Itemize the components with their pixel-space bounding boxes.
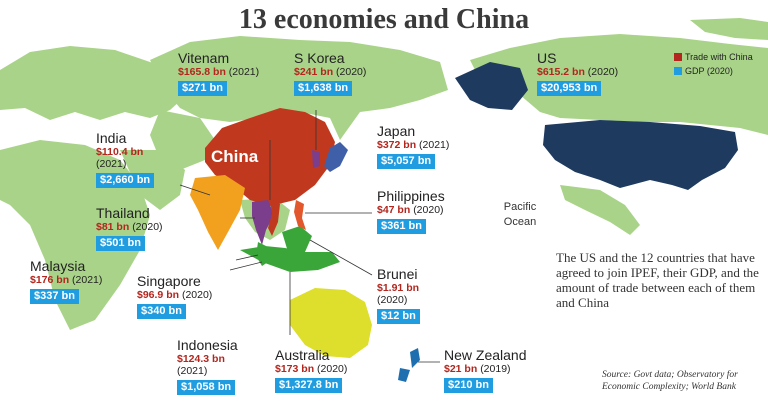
legend-gdp: GDP (2020) xyxy=(674,65,753,79)
alaska-shape xyxy=(455,62,528,110)
brunei-leader xyxy=(309,239,373,276)
country-name: India xyxy=(96,130,127,146)
country-label-brunei: Brunei $1.91 bn (2020) $12 bn xyxy=(377,266,437,325)
gdp-badge: $12 bn xyxy=(377,309,420,324)
europe-landmass xyxy=(0,46,190,120)
us-shape xyxy=(543,120,738,190)
gdp-badge: $501 bn xyxy=(96,236,145,251)
country-name: Brunei xyxy=(377,266,418,282)
alaska-canada-landmass xyxy=(470,34,768,135)
country-label-australia: Australia $173 bn (2020) $1,327.8 bn xyxy=(275,347,347,394)
india-shape xyxy=(190,175,245,250)
country-name: Australia xyxy=(275,347,330,363)
gdp-badge: $210 bn xyxy=(444,378,493,393)
thailand-shape xyxy=(252,200,274,245)
gdp-badge: $271 bn xyxy=(178,81,227,96)
gdp-badge: $1,327.8 bn xyxy=(275,378,343,393)
central-asia-landmass xyxy=(150,110,215,170)
leader-lines xyxy=(179,110,440,363)
gdp-badge: $361 bn xyxy=(377,219,426,234)
legend-gdp-label: GDP (2020) xyxy=(685,65,733,76)
trade-value: $21 bn (2019) xyxy=(444,363,511,376)
trade-value: $615.2 bn (2020) xyxy=(537,66,619,79)
philippines-shape xyxy=(294,200,306,230)
trade-value: $1.91 bn (2020) xyxy=(377,282,420,307)
mexico-landmass xyxy=(560,185,640,235)
description-text: The US and the 12 countries that have ag… xyxy=(556,250,759,310)
gdp-badge: $20,953 bn xyxy=(537,81,602,96)
gdp-badge: $2,660 bn xyxy=(96,173,155,188)
trade-value: $176 bn (2021) xyxy=(30,274,103,287)
country-label-s-korea: S Korea $241 bn (2020) $1,638 bn xyxy=(294,50,366,97)
legend-trade: Trade with China xyxy=(674,51,753,65)
trade-value: $372 bn (2021) xyxy=(377,139,450,152)
country-label-new-zealand: New Zealand $21 bn (2019) $210 bn xyxy=(444,347,527,394)
country-label-japan: Japan $372 bn (2021) $5,057 bn xyxy=(377,123,449,170)
gdp-badge: $1,058 bn xyxy=(177,380,236,395)
country-name: US xyxy=(537,50,557,66)
ocean-label: Pacific Ocean xyxy=(503,201,537,228)
australia-shape xyxy=(290,288,372,358)
source-note: Source: Govt data; Observatory for Econo… xyxy=(602,370,738,393)
trade-swatch xyxy=(674,53,682,61)
trade-value: $81 bn (2020) xyxy=(96,221,163,234)
country-label-india: India $110.4 bn (2021) $2,660 bn xyxy=(96,130,166,189)
greenland-landmass xyxy=(690,18,768,40)
country-label-thailand: Thailand $81 bn (2020) $501 bn xyxy=(96,205,163,252)
trade-value: $47 bn (2020) xyxy=(377,204,444,217)
india-leader xyxy=(179,184,211,196)
country-name: New Zealand xyxy=(444,347,527,363)
gdp-badge: $5,057 bn xyxy=(377,154,436,169)
chart-title: 13 economies and China xyxy=(238,4,530,35)
singapore-leader xyxy=(229,261,263,271)
country-label-malaysia: Malaysia $176 bn (2021) $337 bn xyxy=(30,258,102,305)
china-map-label: China xyxy=(211,147,259,166)
country-label-indonesia: Indonesia $124.3 bn (2021) $1,058 bn xyxy=(177,337,257,396)
legend-trade-label: Trade with China xyxy=(685,52,753,62)
new-zealand-shape xyxy=(398,348,420,382)
trade-value: $96.9 bn (2020) xyxy=(137,289,213,302)
gdp-badge: $337 bn xyxy=(30,289,79,304)
trade-value: $241 bn (2020) xyxy=(294,66,367,79)
indonesia-shape xyxy=(240,246,340,272)
trade-value: $124.3 bn (2021) xyxy=(177,353,225,378)
country-label-philippines: Philippines $47 bn (2020) $361 bn xyxy=(377,188,445,235)
country-name: Philippines xyxy=(377,188,445,204)
gdp-swatch xyxy=(674,66,682,75)
gdp-badge: $340 bn xyxy=(137,304,186,319)
vietnam-shape xyxy=(268,200,280,236)
country-name: Malaysia xyxy=(30,258,86,274)
legend: Trade with China GDP (2020) xyxy=(674,51,753,79)
country-label-vietnam: Vitenam $165.8 bn (2021) $271 bn xyxy=(178,50,259,97)
korea-shape xyxy=(312,150,320,168)
country-name: Vitenam xyxy=(178,50,230,66)
borneo-shape xyxy=(282,226,312,252)
trade-value: $173 bn (2020) xyxy=(275,363,348,376)
japan-shape xyxy=(324,142,348,172)
country-name: Indonesia xyxy=(177,337,238,353)
country-label-us: US $615.2 bn (2020) $20,953 bn xyxy=(537,50,618,97)
country-name: Thailand xyxy=(96,205,150,221)
malaysia-leader xyxy=(235,254,259,261)
trade-value: $110.4 bn (2021) xyxy=(96,146,144,171)
country-label-singapore: Singapore $96.9 bn (2020) $340 bn xyxy=(137,273,212,320)
trade-value: $165.8 bn (2021) xyxy=(178,66,260,79)
country-name: S Korea xyxy=(294,50,345,66)
country-name: Japan xyxy=(377,123,416,139)
gdp-badge: $1,638 bn xyxy=(294,81,353,96)
country-name: Singapore xyxy=(137,273,201,289)
